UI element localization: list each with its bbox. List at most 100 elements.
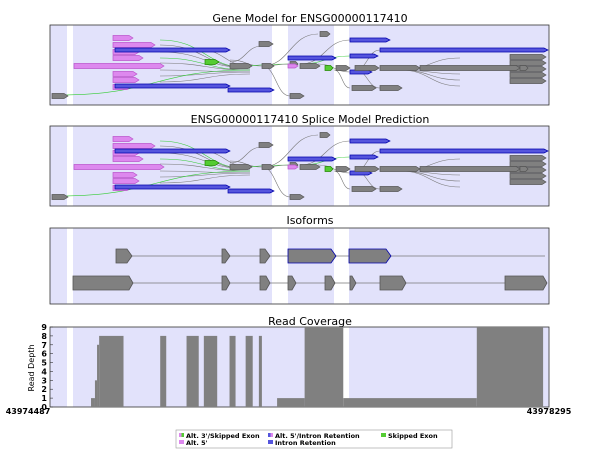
- gap-column: [67, 25, 73, 105]
- splice-junction: [159, 71, 251, 77]
- splice-junction: [229, 146, 263, 164]
- gap-column: [334, 228, 349, 304]
- splice-junction: [229, 59, 263, 67]
- y-tick-label: 2: [41, 385, 47, 394]
- exon: [379, 166, 421, 172]
- gap-column: [272, 25, 288, 105]
- coverage-bar: [91, 398, 95, 407]
- exon: [509, 161, 547, 167]
- exon: [351, 186, 377, 192]
- exon: [509, 78, 547, 84]
- splice-junction: [59, 69, 251, 96]
- coverage-bar: [476, 327, 544, 407]
- alt3-exon: [112, 42, 156, 48]
- intron-retention-exon: [114, 47, 231, 53]
- exon: [354, 65, 380, 71]
- coverage-bar: [186, 335, 199, 407]
- skipped-exon: [324, 65, 334, 71]
- blue-swatch: [268, 440, 273, 444]
- exon: [379, 65, 421, 71]
- splice-junction: [317, 63, 351, 73]
- alt3-exon: [112, 156, 144, 162]
- exon: [419, 65, 521, 71]
- intron-retention-exon: [114, 83, 231, 89]
- legend: Alt. 3'/Skipped Exon Alt. 5' Alt. 5'/Int…: [175, 429, 453, 449]
- y-tick-label: 9: [41, 323, 47, 332]
- gap-column: [334, 25, 349, 105]
- coverage-bar: [160, 335, 167, 407]
- exon: [379, 186, 403, 192]
- splice-junction: [159, 172, 251, 178]
- exon: [354, 166, 380, 172]
- isoform-exon: [115, 248, 133, 264]
- intron-retention-exon: [287, 156, 337, 162]
- splice-model-panel: [49, 125, 550, 207]
- gap-column: [334, 126, 349, 206]
- alt3-exon: [112, 172, 138, 178]
- coverage-title: Read Coverage: [268, 315, 352, 328]
- gap-column: [67, 228, 73, 304]
- alt3-exon: [112, 35, 134, 41]
- splice-junction: [59, 170, 251, 197]
- isoforms-panel: [49, 227, 550, 305]
- isoform-exon: [287, 275, 297, 291]
- exon: [335, 166, 351, 172]
- isoforms-title: Isoforms: [286, 214, 333, 227]
- legend-label-alt5-ir: Alt. 5'/Intron Retention: [275, 432, 360, 440]
- intron-retention-exon: [349, 37, 391, 43]
- isoform-exon: [221, 275, 231, 291]
- exon: [419, 166, 521, 172]
- intron-retention-exon: [349, 154, 379, 160]
- exon: [319, 31, 331, 37]
- exon: [509, 72, 547, 78]
- alt3-exon: [112, 77, 140, 83]
- intron-retention-exon: [379, 148, 549, 154]
- coverage-bar: [304, 327, 344, 407]
- legend-label-skipped: Skipped Exon: [388, 432, 438, 440]
- alt3-exon: [287, 63, 299, 69]
- exon: [519, 65, 529, 71]
- splice-junction: [159, 163, 251, 172]
- y-tick-label: 3: [41, 376, 47, 385]
- splice-junction: [229, 160, 263, 168]
- exon: [229, 63, 253, 69]
- alt3-exon: [73, 63, 165, 69]
- intron-retention-exon: [287, 55, 337, 61]
- exon: [229, 164, 253, 170]
- gap-column: [67, 327, 73, 407]
- y-axis-label: Read Depth: [27, 344, 36, 391]
- y-tick-label: 0: [41, 403, 47, 412]
- exon: [319, 132, 331, 138]
- x-tick-start: 43974487: [6, 407, 51, 416]
- legend-label-ir: Intron Retention: [275, 439, 336, 447]
- exon: [509, 155, 547, 161]
- intron-retention-exon: [114, 148, 231, 154]
- y-tick-label: 6: [41, 350, 47, 359]
- intron-retention-exon: [114, 184, 231, 190]
- exon: [258, 142, 274, 148]
- isoform-exon: [379, 275, 407, 291]
- splice-junction: [317, 164, 351, 174]
- exon: [258, 41, 274, 47]
- intron-retention-exon: [227, 188, 275, 194]
- coverage-bar: [99, 335, 124, 407]
- isoform-exon: [259, 275, 271, 291]
- isoform-exon: [504, 275, 548, 291]
- alt3-exon: [112, 55, 144, 61]
- alt3-exon: [112, 71, 138, 77]
- exon: [509, 54, 547, 60]
- intron-retention-exon: [349, 53, 379, 59]
- gene-model-title: Gene Model for ENSG00000117410: [212, 12, 407, 25]
- splice-junction: [159, 62, 251, 71]
- alt3-exon: [287, 164, 299, 170]
- gap-column: [272, 126, 288, 206]
- isoform-exon: [221, 248, 231, 264]
- exon: [51, 194, 69, 200]
- coverage-bar: [277, 398, 305, 407]
- y-tick-label: 4: [41, 367, 47, 376]
- exon: [289, 93, 305, 99]
- exon: [289, 194, 305, 200]
- exon: [51, 93, 69, 99]
- exon: [519, 166, 529, 172]
